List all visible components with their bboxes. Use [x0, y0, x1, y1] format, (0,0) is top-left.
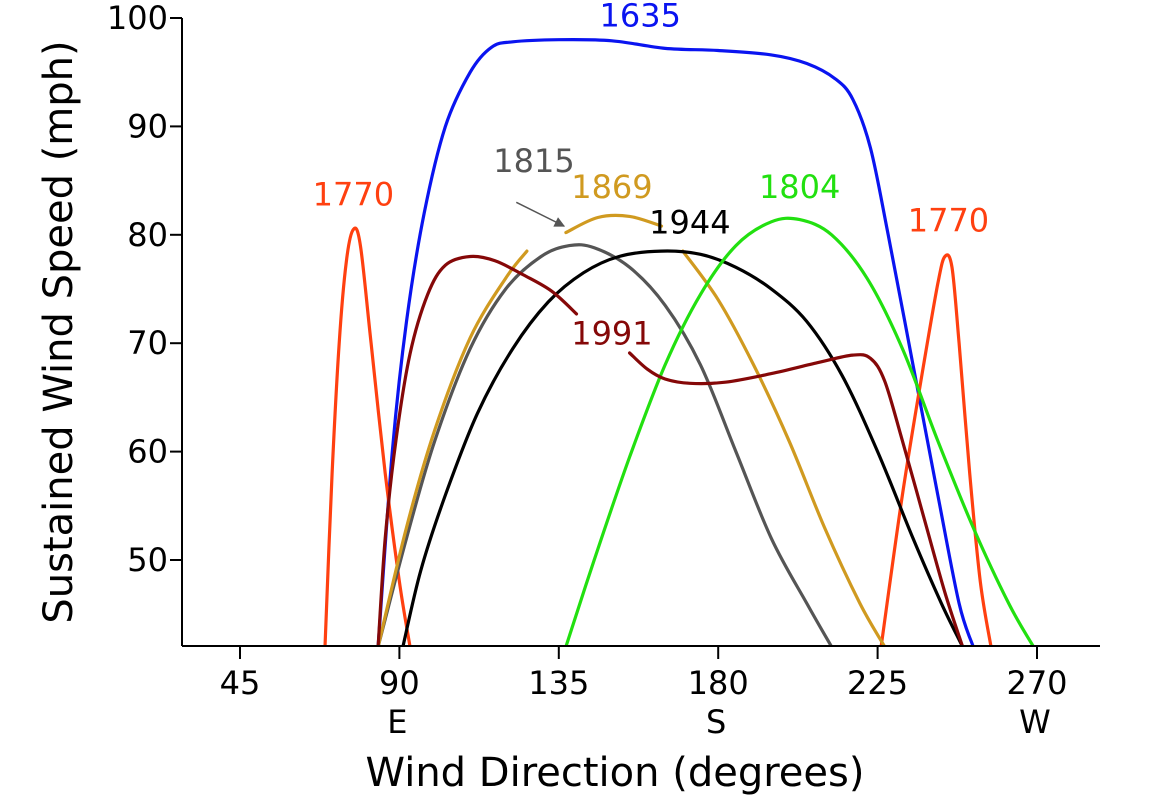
series-line-1770	[323, 226, 412, 646]
annotation-arrow-icon	[515, 201, 566, 227]
compass-label: S	[706, 703, 726, 741]
compass-label: E	[387, 703, 407, 741]
x-tick-label: 135	[528, 664, 589, 702]
y-tick-label: 100	[107, 0, 168, 37]
series-label-1635: 1635	[600, 0, 681, 35]
series-line-1991	[628, 351, 965, 646]
series-line-1869	[681, 249, 887, 646]
series-label-1804: 1804	[759, 168, 840, 206]
series-label-1770: 1770	[908, 202, 989, 240]
x-tick-label: 45	[220, 664, 261, 702]
series-line-1635	[376, 37, 975, 646]
x-tick-label: 90	[379, 664, 420, 702]
series-line-1944	[401, 249, 965, 646]
axes: 50 60 70 80 90 100 45 90 135 180 225 270 E S W	[107, 0, 1100, 741]
y-tick-label: 60	[127, 433, 168, 471]
series-label-1770: 1770	[313, 176, 394, 214]
series-label-1869: 1869	[571, 168, 652, 206]
series-line-1815	[376, 243, 834, 646]
series-line-1869	[564, 213, 664, 235]
series-line-1804	[564, 216, 1035, 646]
y-axis-title: Sustained Wind Speed (mph)	[36, 40, 82, 623]
plot-area	[323, 37, 1035, 646]
y-tick-label: 50	[127, 541, 168, 579]
x-axis-title: Wind Direction (degrees)	[366, 750, 865, 796]
series-label-1815: 1815	[493, 142, 574, 180]
x-tick-label: 270	[1006, 664, 1067, 702]
series-label-1991: 1991	[571, 314, 652, 352]
series-line-1770	[879, 253, 993, 646]
series-line-1869	[376, 249, 529, 646]
series-line-1991	[376, 254, 579, 646]
y-tick-label: 70	[127, 324, 168, 362]
series-label-1944: 1944	[649, 204, 730, 242]
y-tick-label: 90	[127, 107, 168, 145]
x-tick-label: 225	[847, 664, 908, 702]
y-tick-label: 80	[127, 216, 168, 254]
compass-label: W	[1019, 703, 1051, 741]
x-tick-label: 180	[688, 664, 749, 702]
